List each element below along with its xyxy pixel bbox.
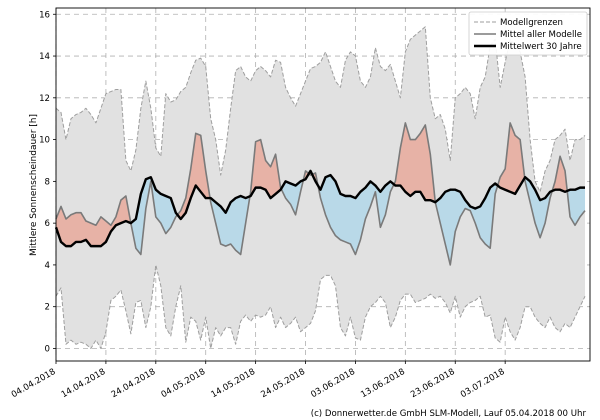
x-tick-label: 03.07.2018: [459, 367, 507, 400]
fill-below-average: [524, 177, 553, 238]
fill-above-average: [497, 122, 525, 194]
fill-below-average: [281, 180, 304, 215]
legend: Modellgrenzen Mittel aller Modelle Mitte…: [468, 11, 588, 56]
legend-label-modellgrenzen: Modellgrenzen: [500, 18, 563, 28]
legend-box: [468, 11, 588, 56]
y-tick-label: 10: [39, 136, 50, 146]
y-axis-label: Mittlere Sonnenscheindauer [h]: [29, 114, 39, 256]
y-tick-label: 12: [39, 94, 50, 104]
x-tick-label: 23.06.2018: [409, 367, 457, 400]
x-tick-label: 04.04.2018: [10, 367, 58, 400]
x-tick-label: 13.06.2018: [359, 367, 407, 400]
fill-above-average: [56, 195, 131, 247]
fill-above-average: [393, 122, 436, 203]
x-tick-label: 03.06.2018: [309, 367, 357, 400]
y-tick-label: 0: [45, 344, 50, 354]
y-tick-label: 6: [45, 219, 50, 229]
x-tick-label: 04.05.2018: [160, 367, 208, 400]
y-tick-label: 8: [45, 177, 50, 187]
x-tick-label: 14.05.2018: [210, 367, 258, 400]
x-axis: 04.04.2018 14.04.2018 24.04.2018 04.05.2018…: [10, 361, 507, 400]
legend-label-mittelwert-30: Mittelwert 30 Jahre: [500, 42, 582, 52]
x-tick-label: 24.05.2018: [259, 367, 307, 400]
credit-text: (c) Donnerwetter.de GmbH SLM-Modell, Lau…: [311, 409, 587, 419]
fill-above-average: [249, 139, 282, 199]
y-axis: 0 2 4 6 8 10 12 14 16: [39, 10, 56, 354]
plot-frame: [55, 7, 591, 362]
fill-above-average: [552, 156, 568, 192]
y-tick-label: 14: [39, 52, 50, 62]
fill-below-average: [318, 175, 394, 255]
series-30-year-mean: [54, 169, 586, 248]
legend-label-mittel-modelle: Mittel aller Modelle: [500, 30, 582, 40]
fill-above-average: [177, 133, 211, 219]
x-tick-label: 14.04.2018: [60, 367, 108, 400]
series-model-mean: [55, 122, 586, 266]
y-tick-label: 4: [45, 261, 50, 271]
y-tick-label: 2: [45, 303, 50, 313]
x-tick-label: 24.04.2018: [110, 367, 158, 400]
y-tick-label: 16: [39, 10, 50, 20]
